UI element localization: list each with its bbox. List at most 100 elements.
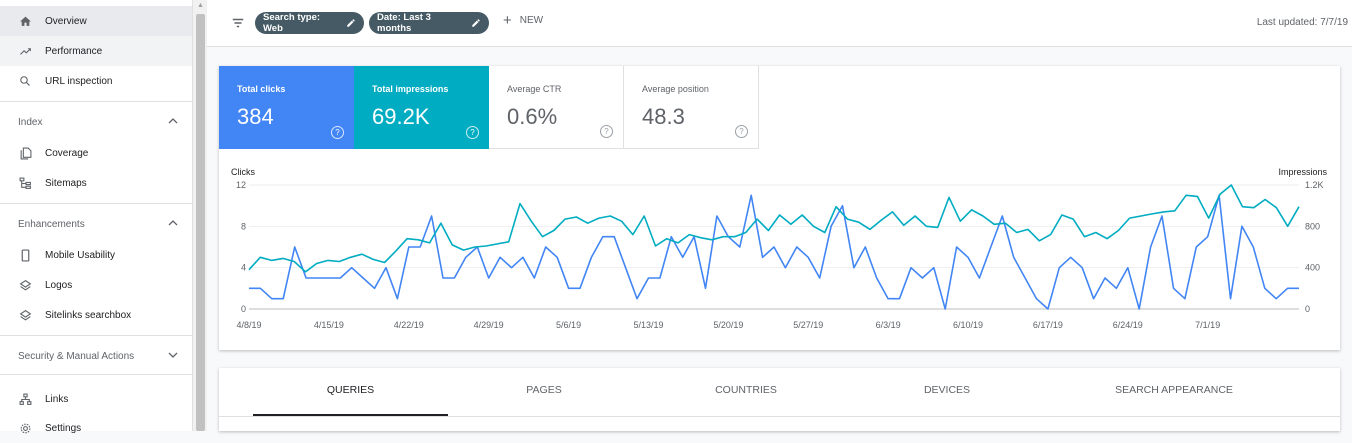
pencil-icon — [346, 18, 356, 28]
sidebar-item-coverage[interactable]: Coverage — [0, 138, 192, 168]
section-security[interactable]: Security & Manual Actions — [18, 351, 178, 362]
metric-label: Average CTR — [507, 84, 562, 94]
tab-queries[interactable]: QUERIES — [326, 384, 375, 396]
tab-search-appearance[interactable]: SEARCH APPEARANCE — [1115, 384, 1233, 396]
sidebar-item-label: Performance — [45, 45, 103, 57]
x-tick-label: 6/10/19 — [953, 320, 983, 330]
section-enhancements[interactable]: Enhancements — [18, 219, 178, 230]
x-tick-label: 4/29/19 — [474, 320, 504, 330]
sidebar-divider — [0, 335, 192, 336]
section-title: Index — [18, 117, 43, 128]
y-right-tick-label: 1.2K — [1305, 180, 1324, 190]
x-tick-label: 6/24/19 — [1113, 320, 1143, 330]
y-left-axis-label: Clicks — [231, 167, 255, 177]
help-icon[interactable]: ? — [466, 126, 479, 139]
scroll-up-arrow-icon[interactable]: ▲ — [197, 2, 204, 9]
sidebar-item-label: Settings — [45, 422, 82, 434]
y-right-axis-label: Impressions — [1278, 167, 1327, 177]
links-icon — [18, 392, 32, 406]
new-filter-label: NEW — [519, 15, 544, 26]
sidebar-item-label: Coverage — [45, 147, 89, 159]
sidebar-item-label: URL inspection — [45, 75, 113, 87]
x-tick-label: 4/8/19 — [236, 320, 261, 330]
metric-average-ctr[interactable]: Average CTR 0.6% ? — [489, 66, 624, 149]
x-tick-label: 4/22/19 — [394, 320, 424, 330]
filter-bar: Search type: Web Date: Last 3 months + N… — [207, 0, 1352, 47]
tabs-divider — [219, 416, 1340, 417]
y-left-tick-label: 8 — [241, 221, 246, 231]
chevron-down-icon — [168, 351, 178, 362]
phone-icon — [18, 248, 32, 262]
y-left-tick-label: 0 — [241, 304, 246, 314]
tab-countries[interactable]: COUNTRIES — [715, 384, 777, 396]
new-filter-button[interactable]: + NEW — [503, 11, 544, 29]
active-tab-indicator — [253, 414, 448, 416]
date-chip[interactable]: Date: Last 3 months — [369, 12, 489, 34]
filter-icon[interactable] — [231, 16, 245, 30]
metric-value: 69.2K — [372, 104, 430, 129]
search-type-chip[interactable]: Search type: Web — [255, 12, 364, 34]
sidebar-item-sitemaps[interactable]: Sitemaps — [0, 168, 192, 198]
sidebar-item-label: Sitelinks searchbox — [45, 309, 132, 321]
home-icon — [18, 14, 32, 28]
sidebar-divider — [0, 203, 192, 204]
metric-value: 0.6% — [507, 104, 558, 129]
sidebar-item-label: Logos — [45, 279, 73, 291]
help-icon[interactable]: ? — [600, 125, 613, 138]
metric-value: 384 — [237, 104, 274, 129]
y-left-tick-label: 12 — [236, 180, 246, 190]
x-tick-label: 5/20/19 — [713, 320, 743, 330]
metric-total-impressions[interactable]: Total impressions 69.2K ? — [354, 66, 489, 149]
sidebar-item-label: Mobile Usability — [45, 249, 116, 261]
pencil-icon — [471, 18, 481, 28]
x-tick-label: 6/17/19 — [1033, 320, 1063, 330]
y-right-tick-label: 800 — [1305, 221, 1320, 231]
sidebar: Overview Performance URL inspection Inde… — [0, 0, 193, 434]
sidebar-scrollbar-thumb[interactable] — [196, 14, 205, 431]
tab-devices[interactable]: DEVICES — [923, 384, 971, 396]
metric-average-position[interactable]: Average position 48.3 ? — [624, 66, 759, 149]
chip-label: Search type: Web — [263, 12, 321, 34]
chevron-up-icon — [168, 117, 178, 128]
x-tick-label: 4/15/19 — [314, 320, 344, 330]
sidebar-item-mobile-usability[interactable]: Mobile Usability — [0, 240, 192, 270]
sidebar-divider — [0, 374, 192, 375]
metric-label: Total clicks — [237, 84, 286, 94]
y-left-tick-label: 4 — [241, 263, 246, 273]
layers-icon — [18, 278, 32, 292]
tab-pages[interactable]: PAGES — [526, 384, 562, 396]
x-tick-label: 5/27/19 — [793, 320, 823, 330]
sidebar-divider — [0, 101, 192, 102]
metric-total-clicks[interactable]: Total clicks 384 ? — [219, 66, 354, 149]
x-tick-label: 7/1/19 — [1195, 320, 1220, 330]
chip-label: Date: Last 3 months — [377, 12, 431, 34]
help-icon[interactable]: ? — [331, 126, 344, 139]
sidebar-item-links[interactable]: Links — [0, 384, 192, 414]
clicks-series-line — [249, 194, 1299, 310]
sidebar-item-settings[interactable]: Settings — [0, 413, 192, 443]
help-icon[interactable]: ? — [735, 125, 748, 138]
trending-up-icon — [18, 44, 32, 58]
sidebar-item-sitelinks-searchbox[interactable]: Sitelinks searchbox — [0, 300, 192, 330]
metric-label: Average position — [642, 84, 709, 94]
search-icon — [18, 74, 32, 88]
impressions-series-line — [248, 184, 1300, 273]
sidebar-item-label: Sitemaps — [45, 177, 87, 189]
sidebar-item-label: Links — [45, 393, 69, 405]
coverage-icon — [18, 146, 32, 160]
y-right-tick-label: 0 — [1305, 304, 1310, 314]
performance-card: Total clicks 384 ? Total impressions 69.… — [219, 66, 1340, 350]
x-tick-label: 5/6/19 — [556, 320, 581, 330]
section-index[interactable]: Index — [18, 117, 178, 128]
sidebar-item-logos[interactable]: Logos — [0, 270, 192, 300]
chevron-up-icon — [168, 219, 178, 230]
layers-icon — [18, 308, 32, 322]
sidebar-item-performance[interactable]: Performance — [0, 36, 192, 66]
metric-label: Total impressions — [372, 84, 449, 94]
performance-chart[interactable]: 0 0 4 400 8 800 12 1.2K Clicks Impressions 4/8/19 4… — [219, 66, 1340, 350]
y-right-tick-label: 400 — [1305, 263, 1320, 273]
sidebar-item-url-inspection[interactable]: URL inspection — [0, 66, 192, 96]
sidebar-item-overview[interactable]: Overview — [0, 6, 192, 36]
plus-icon: + — [503, 11, 512, 29]
x-tick-label: 6/3/19 — [876, 320, 901, 330]
